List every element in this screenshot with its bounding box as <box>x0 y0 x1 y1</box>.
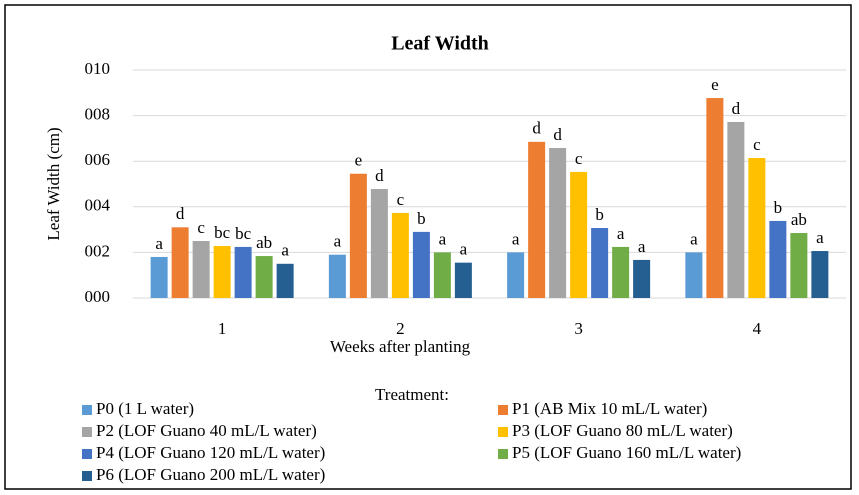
bar <box>454 262 472 298</box>
legend-label: P5 (LOF Guano 160 mL/L water) <box>512 443 741 462</box>
bar-annotation: a <box>617 224 625 243</box>
chart-title: Leaf Width <box>391 33 489 55</box>
bar <box>769 220 787 298</box>
bar-annotation: a <box>638 237 646 256</box>
bar <box>234 246 252 298</box>
legend-label: P1 (AB Mix 10 mL/L water) <box>512 399 707 418</box>
bar-annotation: e <box>355 151 363 170</box>
bar <box>370 189 388 298</box>
bar-annotation: a <box>281 241 289 260</box>
y-tick-label: 004 <box>85 196 111 215</box>
bar-annotation: b <box>417 209 426 228</box>
x-tick-label: 1 <box>218 319 227 338</box>
legend-label: P6 (LOF Guano 200 mL/L water) <box>96 465 325 484</box>
bar <box>706 98 724 298</box>
bar-annotation: c <box>753 135 761 154</box>
legend-swatch <box>498 427 508 437</box>
y-axis-title: Leaf Width (cm) <box>44 127 63 240</box>
bar <box>549 147 567 298</box>
bar-annotation: c <box>575 149 583 168</box>
bar <box>612 246 630 298</box>
bar <box>633 259 651 298</box>
legend-label: P4 (LOF Guano 120 mL/L water) <box>96 443 325 462</box>
bar-annotation: bc <box>214 223 231 242</box>
bar <box>507 252 525 298</box>
legend-label: P2 (LOF Guano 40 mL/L water) <box>96 421 317 440</box>
bar <box>150 256 168 298</box>
bar <box>570 171 588 298</box>
y-tick-label: 002 <box>85 241 111 260</box>
bar <box>276 263 294 298</box>
bar-annotation: ab <box>256 233 272 252</box>
x-axis-title: Weeks after planting <box>330 337 471 356</box>
bar-annotation: a <box>155 234 163 253</box>
bar-annotation: c <box>397 190 405 209</box>
bar-annotation: d <box>375 166 384 185</box>
x-tick-label: 3 <box>574 319 583 338</box>
bar <box>433 252 451 298</box>
bar-annotation: d <box>732 99 741 118</box>
bar-annotation: d <box>176 204 185 223</box>
bar <box>685 252 703 298</box>
bar <box>790 233 808 298</box>
y-tick-label: 006 <box>85 150 111 169</box>
legend-swatch <box>82 427 92 437</box>
bar <box>213 246 231 298</box>
legend-swatch <box>82 449 92 459</box>
x-tick-label: 4 <box>753 319 762 338</box>
bar <box>349 173 367 298</box>
bar-annotation: a <box>334 232 342 251</box>
y-tick-label: 000 <box>85 287 111 306</box>
bar <box>591 228 609 298</box>
bar-annotation: b <box>774 198 783 217</box>
bar <box>727 121 745 298</box>
legend-label: P3 (LOF Guano 80 mL/L water) <box>512 421 733 440</box>
bar-annotation: d <box>553 125 562 144</box>
bar <box>328 254 346 298</box>
y-tick-label: 010 <box>85 59 111 78</box>
legend-swatch <box>498 405 508 415</box>
y-tick-label: 008 <box>85 105 111 124</box>
bar-annotation: a <box>439 229 447 248</box>
bar-annotation: d <box>532 119 541 138</box>
legend-swatch <box>82 471 92 481</box>
legend-title: Treatment: <box>375 385 449 404</box>
bar <box>811 251 829 298</box>
bar <box>412 231 430 298</box>
bar <box>391 212 409 298</box>
bar-annotation: a <box>816 228 824 247</box>
x-tick-label: 2 <box>396 319 405 338</box>
bar-annotation: ab <box>791 210 807 229</box>
legend-swatch <box>82 405 92 415</box>
legend-swatch <box>498 449 508 459</box>
bar-annotation: e <box>711 75 719 94</box>
bar-annotation: a <box>690 229 698 248</box>
bar <box>748 158 766 298</box>
bar-annotation: b <box>595 205 604 224</box>
bar-annotation: a <box>512 229 520 248</box>
bar-annotation: a <box>460 240 468 259</box>
bar <box>528 141 546 298</box>
bar-annotation: c <box>197 218 205 237</box>
bar <box>255 256 273 298</box>
legend-label: P0 (1 L water) <box>96 399 194 418</box>
bar <box>192 241 210 298</box>
bar <box>171 227 189 298</box>
bar-annotation: bc <box>235 224 252 243</box>
